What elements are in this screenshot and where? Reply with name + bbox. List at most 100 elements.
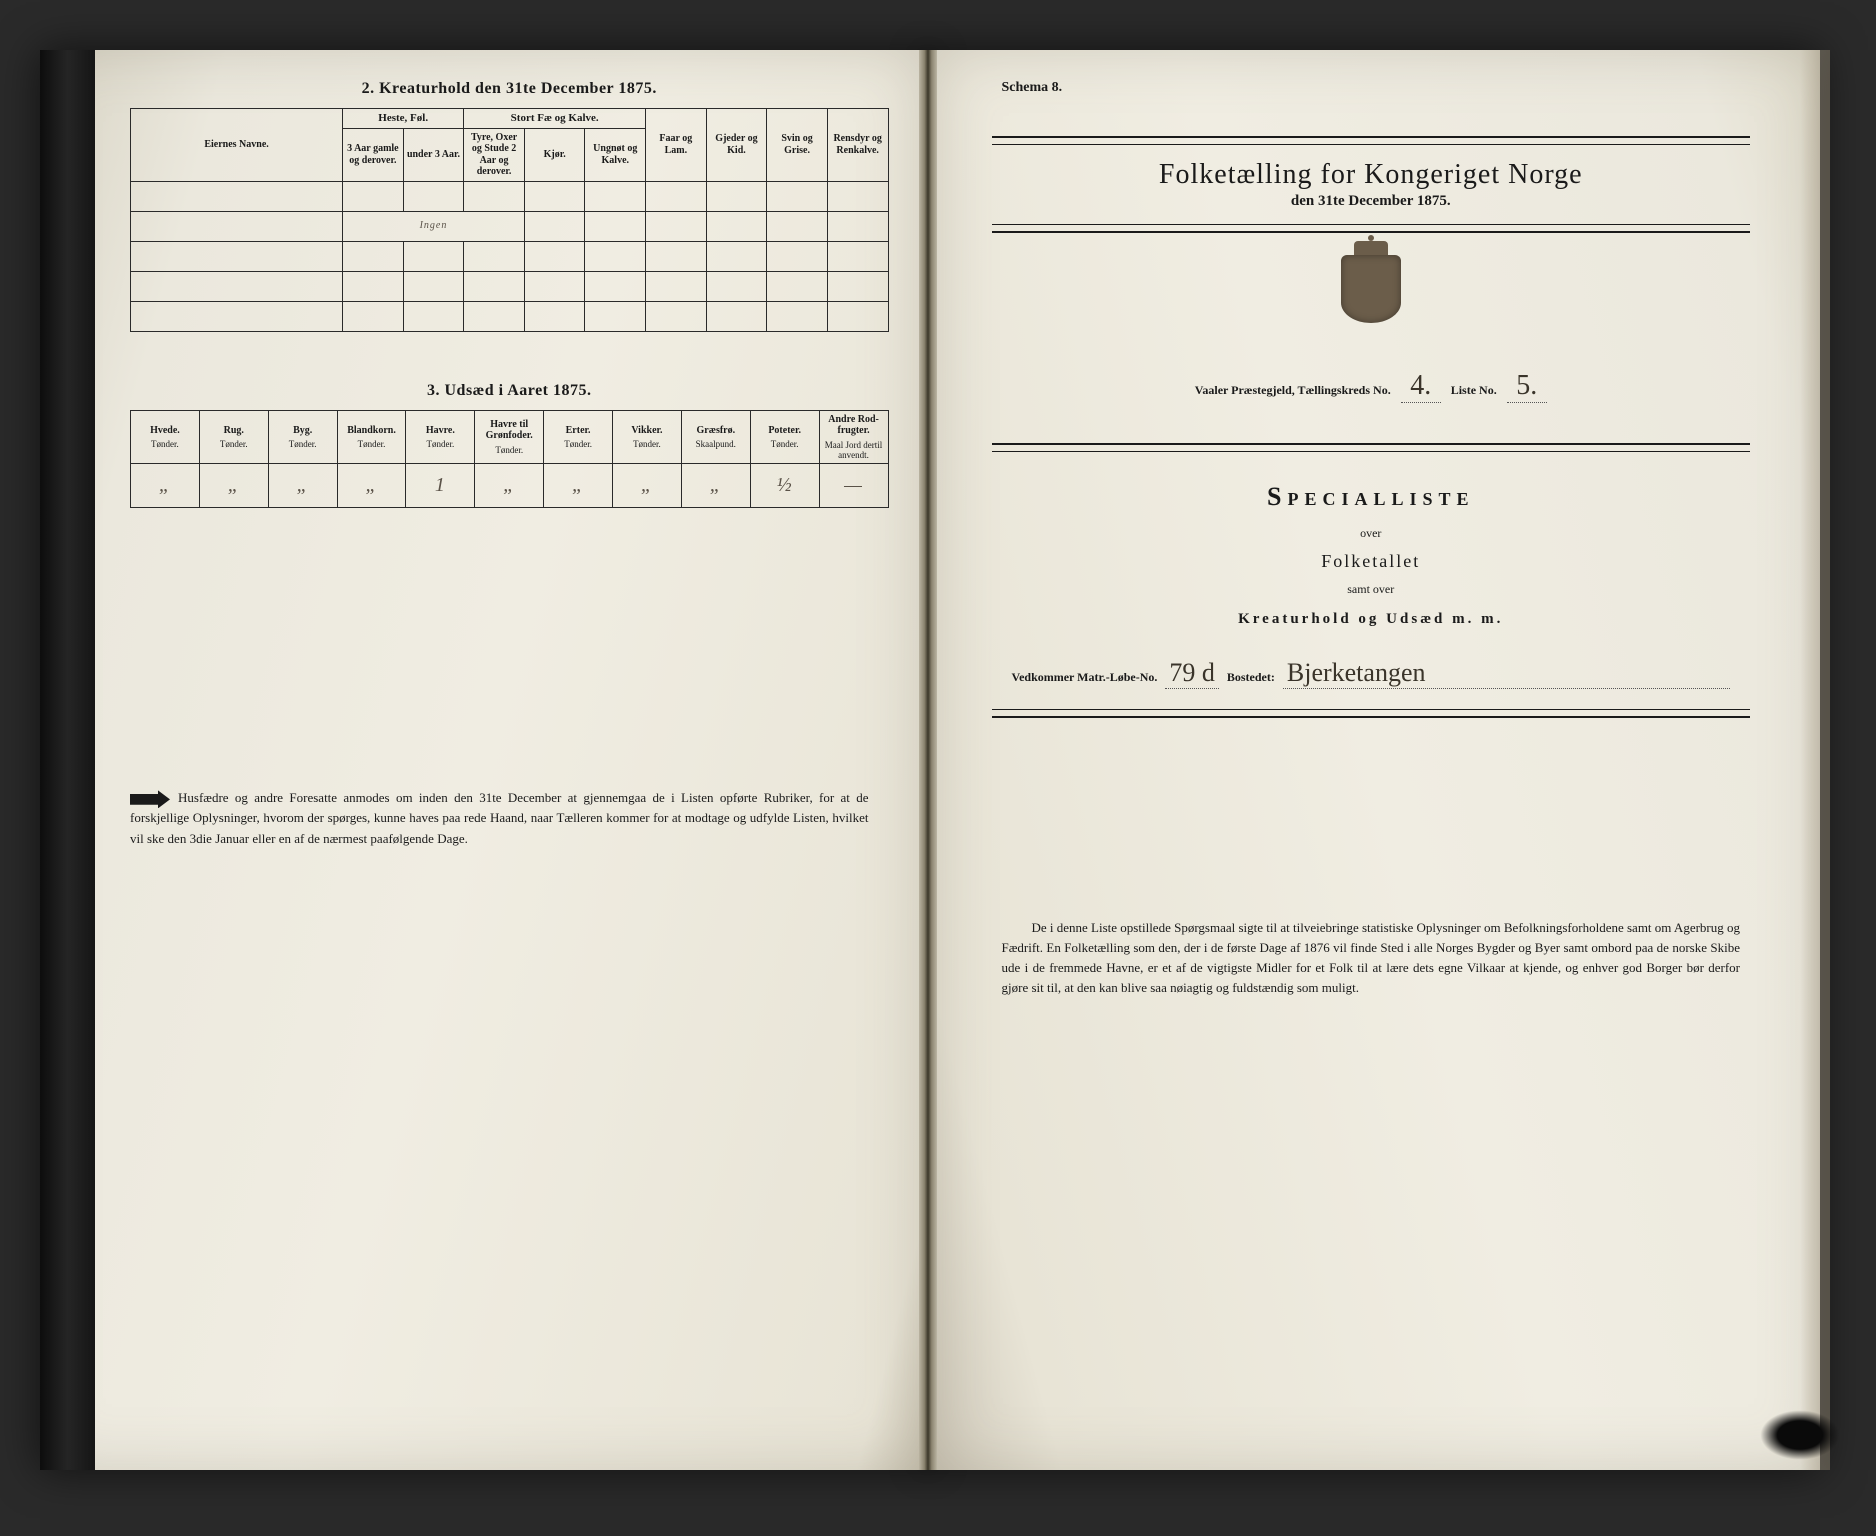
th-reindeer: Rensdyr og Renkalve. [827, 109, 888, 182]
th-pigs: Svin og Grise. [767, 109, 828, 182]
cell [706, 271, 767, 301]
cell [464, 181, 525, 211]
cell [524, 181, 585, 211]
cell [646, 241, 707, 271]
pointing-hand-icon [130, 790, 170, 808]
cell [827, 271, 888, 301]
page-edge [1800, 50, 1830, 1470]
list-label: Liste No. [1451, 383, 1497, 398]
th-seed-7: Vikker.Tønder. [613, 410, 682, 464]
footnote-text: Husfædre og andre Foresatte anmodes om i… [130, 790, 869, 845]
cell-seed-1: „ [199, 464, 268, 508]
cell [131, 181, 343, 211]
matr-label: Vedkommer Matr.-Løbe-No. [1012, 670, 1158, 685]
cell-seed-9: ½ [750, 464, 819, 508]
right-page: Schema 8. Folketælling for Kongeriget No… [937, 50, 1821, 1470]
cell [585, 301, 646, 331]
special-list-block: Specialliste over Folketallet samt over … [992, 482, 1751, 628]
cell [585, 271, 646, 301]
cell [827, 241, 888, 271]
rule [992, 224, 1751, 225]
th-h2: under 3 Aar. [403, 128, 464, 181]
cadastral-line: Vedkommer Matr.-Løbe-No. 79 d Bostedet: … [1012, 658, 1731, 689]
cell [585, 211, 646, 241]
parish-label: Vaaler Præstegjeld, Tællingskreds No. [1195, 383, 1391, 398]
cell-seed-8: „ [681, 464, 750, 508]
left-page: 2. Kreaturhold den 31te December 1875. E… [40, 50, 919, 1470]
cell [706, 241, 767, 271]
th-cattle: Stort Fæ og Kalve. [464, 109, 646, 129]
th-seed-2: Byg.Tønder. [268, 410, 337, 464]
coat-of-arms-icon [1336, 255, 1406, 340]
th-s1: Tyre, Oxer og Stude 2 Aar og derover. [464, 128, 525, 181]
rule [992, 231, 1751, 233]
th-owners: Eiernes Navne. [131, 109, 343, 182]
parish-line: Vaaler Præstegjeld, Tællingskreds No. 4.… [1022, 370, 1721, 403]
section2-title: 2. Kreaturhold den 31te December 1875. [130, 80, 889, 98]
th-seed-8: Græsfrø.Skaalpund. [681, 410, 750, 464]
th-sheep: Faar og Lam. [646, 109, 707, 182]
rule [992, 709, 1751, 710]
th-seed-3: Blandkorn.Tønder. [337, 410, 406, 464]
th-seed-1: Rug.Tønder. [199, 410, 268, 464]
handwritten-ingen: Ingen [343, 211, 525, 241]
cell [403, 241, 464, 271]
rule [992, 136, 1751, 138]
specialliste-title: Specialliste [992, 482, 1751, 512]
seed-table: Hvede.Tønder.Rug.Tønder.Byg.Tønder.Bland… [130, 410, 889, 509]
finger-shadow [1760, 1410, 1840, 1460]
schema-label: Schema 8. [1002, 80, 1751, 96]
th-seed-0: Hvede.Tønder. [131, 410, 200, 464]
list-number: 5. [1507, 370, 1547, 403]
cell [464, 271, 525, 301]
cell-seed-0: „ [131, 464, 200, 508]
th-horses: Heste, Føl. [343, 109, 464, 129]
cell [131, 301, 343, 331]
cell-seed-5: „ [475, 464, 544, 508]
cell [767, 241, 828, 271]
bosted-name: Bjerketangen [1283, 658, 1730, 689]
cell [464, 301, 525, 331]
district-number: 4. [1401, 370, 1441, 403]
open-book: 2. Kreaturhold den 31te December 1875. E… [40, 50, 1820, 1470]
matr-number: 79 d [1165, 658, 1219, 689]
rule [992, 144, 1751, 145]
rule [992, 716, 1751, 718]
cell [646, 301, 707, 331]
cell [343, 181, 404, 211]
th-s2: Kjør. [524, 128, 585, 181]
cell [524, 271, 585, 301]
right-footnote: De i denne Liste opstillede Spørgsmaal s… [992, 918, 1751, 999]
th-seed-4: Havre.Tønder. [406, 410, 475, 464]
cell-seed-3: „ [337, 464, 406, 508]
cell [827, 181, 888, 211]
census-sub-title: den 31te December 1875. [992, 193, 1751, 210]
spec-samt: samt over [992, 582, 1751, 597]
cell [706, 211, 767, 241]
cell [827, 301, 888, 331]
cell [131, 241, 343, 271]
cell [524, 211, 585, 241]
th-seed-6: Erter.Tønder. [544, 410, 613, 464]
cell [767, 271, 828, 301]
th-seed-9: Poteter.Tønder. [750, 410, 819, 464]
cell [524, 241, 585, 271]
th-seed-10: Andre Rod-frugter.Maal Jord dertil anven… [819, 410, 888, 464]
section3-title: 3. Udsæd i Aaret 1875. [130, 382, 889, 400]
cell [403, 301, 464, 331]
spec-over: over [992, 526, 1751, 541]
cell [524, 301, 585, 331]
th-s3: Ungnøt og Kalve. [585, 128, 646, 181]
census-main-title: Folketælling for Kongeriget Norge [992, 159, 1751, 191]
cell-seed-7: „ [613, 464, 682, 508]
spec-folketallet: Folketallet [992, 551, 1751, 572]
cell [767, 211, 828, 241]
cell [646, 211, 707, 241]
cell [131, 271, 343, 301]
cell-seed-10: — [819, 464, 888, 508]
bosted-label: Bostedet: [1227, 670, 1275, 685]
rule [992, 451, 1751, 452]
cell [343, 241, 404, 271]
th-seed-5: Havre til Grønfoder.Tønder. [475, 410, 544, 464]
book-gutter [919, 50, 937, 1470]
